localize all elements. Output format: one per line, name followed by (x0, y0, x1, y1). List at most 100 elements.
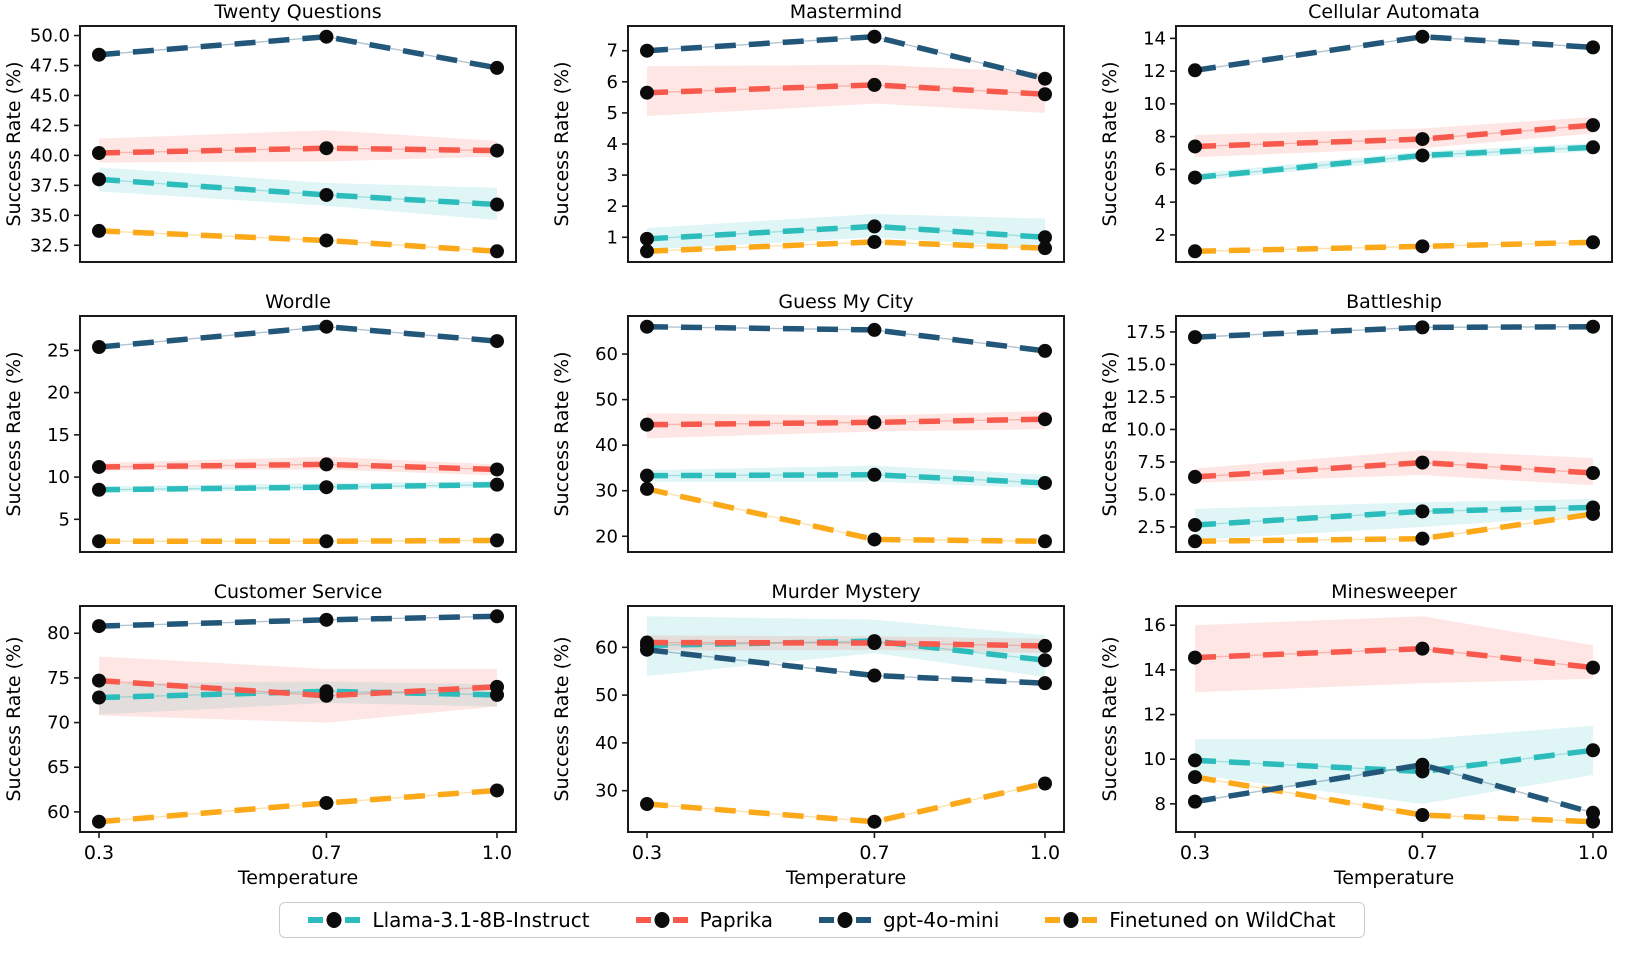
y-tick-label: 16 (1143, 615, 1166, 636)
data-point-gpt-4o-mini-0.3 (1188, 330, 1202, 345)
y-tick-label: 70 (47, 713, 70, 734)
y-tick-label: 45.0 (30, 85, 70, 106)
legend-label: Finetuned on WildChat (1109, 908, 1336, 932)
series-underline-finetuned-on-wildchat (646, 488, 1046, 542)
series-underline-finetuned-on-wildchat (99, 539, 498, 542)
data-point-paprika-0.7 (1415, 641, 1430, 656)
confidence-band-llama-3-1-8b-instruct (1195, 499, 1593, 540)
legend-dash (635, 917, 651, 923)
axes-frame (627, 315, 1065, 553)
axes-frame (79, 315, 517, 553)
y-tick-label: 40 (595, 733, 618, 754)
y-tick-label: 14 (1143, 28, 1166, 49)
data-point-paprika-0.3 (92, 673, 106, 688)
series-line-gpt-4o-mini (646, 323, 1046, 354)
series-line-paprika (98, 461, 498, 473)
series-line-finetuned-on-wildchat (99, 537, 498, 545)
y-tick-label: 60 (47, 802, 70, 823)
series-line-paprika (1194, 645, 1594, 671)
series-line-paprika (646, 416, 1046, 428)
x-tick-label: 1.0 (1030, 842, 1060, 864)
data-point-finetuned-on-wildchat-0.3 (640, 481, 654, 496)
y-axis-label: Success Rate (%) (551, 351, 573, 516)
legend-point (837, 912, 853, 928)
x-tick-label: 0.3 (632, 842, 662, 864)
chart-svg-customer-service: 60 65 70 75 80 Customer Service Success Rate (… (3, 581, 517, 889)
y-tick-label: 35.0 (30, 205, 70, 226)
series-underline-gpt-4o-mini (98, 36, 498, 69)
axes-frame (627, 605, 1065, 833)
legend-label: Paprika (699, 908, 773, 932)
data-point-paprika-0.3 (640, 417, 654, 432)
chart-svg-murder-mystery: 30 40 50 60 Murder Mystery Success Rate (%) 0.… (551, 581, 1065, 889)
data-point-paprika-1.0 (1586, 660, 1600, 675)
series-line-paprika (1194, 122, 1594, 150)
chart-title: Murder Mystery (771, 581, 920, 603)
data-point-finetuned-on-wildchat-1.0 (1038, 776, 1052, 791)
y-tick-label: 20 (47, 383, 70, 404)
series-line-gpt-4o-mini (1194, 761, 1594, 816)
y-tick-label: 75 (47, 668, 70, 689)
data-point-paprika-0.7 (867, 415, 882, 430)
data-point-finetuned-on-wildchat-1.0 (1038, 241, 1052, 256)
legend-marker-paprika (635, 912, 688, 928)
confidence-band-paprika (99, 456, 497, 476)
subplot-battleship: 2.5 5.0 7.5 10.0 12.5 15.0 17.5 Battleship Succe… (1096, 290, 1644, 580)
plot-area (92, 29, 504, 259)
y-tick-label: 15 (47, 425, 70, 446)
y-tick-label: 25 (47, 340, 70, 361)
axes-frame (79, 605, 517, 833)
y-tick-label: 8 (1155, 127, 1166, 148)
subplot-murder-mystery: 30 40 50 60 Murder Mystery Success Rate (%) 0.… (548, 580, 1096, 900)
chart-title: Guess My City (778, 291, 913, 313)
data-point-finetuned-on-wildchat-0.7 (867, 814, 882, 829)
series-underline-finetuned-on-wildchat (98, 789, 498, 823)
y-tick-label: 6 (1155, 159, 1166, 180)
y-tick-label: 37.5 (30, 175, 70, 196)
data-point-gpt-4o-mini-1.0 (1038, 676, 1052, 691)
plot-area (1188, 319, 1600, 549)
data-point-finetuned-on-wildchat-1.0 (1586, 506, 1600, 521)
series-line-paprika (646, 639, 1046, 649)
series-line-finetuned-on-wildchat (1194, 511, 1594, 545)
legend-item-llama-3-1-8b-instruct: Llama-3.1-8B-Instruct (308, 908, 590, 932)
data-point-finetuned-on-wildchat-0.7 (319, 795, 334, 810)
confidence-band-paprika (99, 130, 497, 163)
data-point-llama-3-1-8b-instruct-0.3 (1188, 518, 1202, 533)
figure-grid: 32.5 35.0 37.5 40.0 42.5 45.0 47.5 50.0 Twenty Q… (3, 1, 1644, 900)
plot-area (640, 29, 1052, 259)
y-tick-label: 2.5 (1137, 517, 1166, 538)
series-line-paprika (98, 677, 498, 699)
legend-dash (1045, 917, 1061, 923)
data-point-finetuned-on-wildchat-0.7 (1415, 808, 1430, 823)
data-point-finetuned-on-wildchat-0.3 (1188, 244, 1202, 259)
chart-title: Customer Service (214, 581, 383, 603)
confidence-band-paprika (647, 410, 1045, 439)
data-point-llama-3-1-8b-instruct-0.7 (319, 187, 334, 202)
chart-svg-battleship: 2.5 5.0 7.5 10.0 12.5 15.0 17.5 Battleship Succe… (1099, 291, 1613, 553)
series-line-finetuned-on-wildchat (646, 239, 1046, 255)
legend-point (326, 912, 342, 928)
legend-marker-finetuned-on-wildchat (1045, 912, 1098, 928)
plot-area (640, 616, 1052, 829)
data-point-llama-3-1-8b-instruct-0.3 (640, 468, 654, 483)
legend-dash (308, 917, 324, 923)
legend-point (654, 912, 670, 928)
legend-dash (818, 917, 834, 923)
data-point-gpt-4o-mini-1.0 (1586, 40, 1600, 55)
y-tick-label: 12 (1143, 705, 1166, 726)
legend-item-gpt-4o-mini: gpt-4o-mini (818, 908, 999, 932)
y-tick-label: 47.5 (30, 55, 70, 76)
confidence-band-llama-3-1-8b-instruct (647, 213, 1045, 250)
confidence-band-llama-3-1-8b-instruct (1195, 143, 1593, 181)
data-point-paprika-1.0 (490, 462, 504, 477)
data-point-llama-3-1-8b-instruct-0.3 (640, 231, 654, 246)
y-tick-label: 10 (47, 467, 70, 488)
data-point-llama-3-1-8b-instruct-1.0 (490, 197, 504, 212)
y-tick-label: 50 (595, 685, 618, 706)
x-tick-label: 0.3 (84, 842, 114, 864)
data-point-paprika-1.0 (1038, 412, 1052, 427)
data-point-gpt-4o-mini-0.3 (92, 619, 106, 634)
series-line-llama-3-1-8b-instruct (98, 176, 498, 208)
y-axis-label: Success Rate (%) (551, 636, 573, 801)
